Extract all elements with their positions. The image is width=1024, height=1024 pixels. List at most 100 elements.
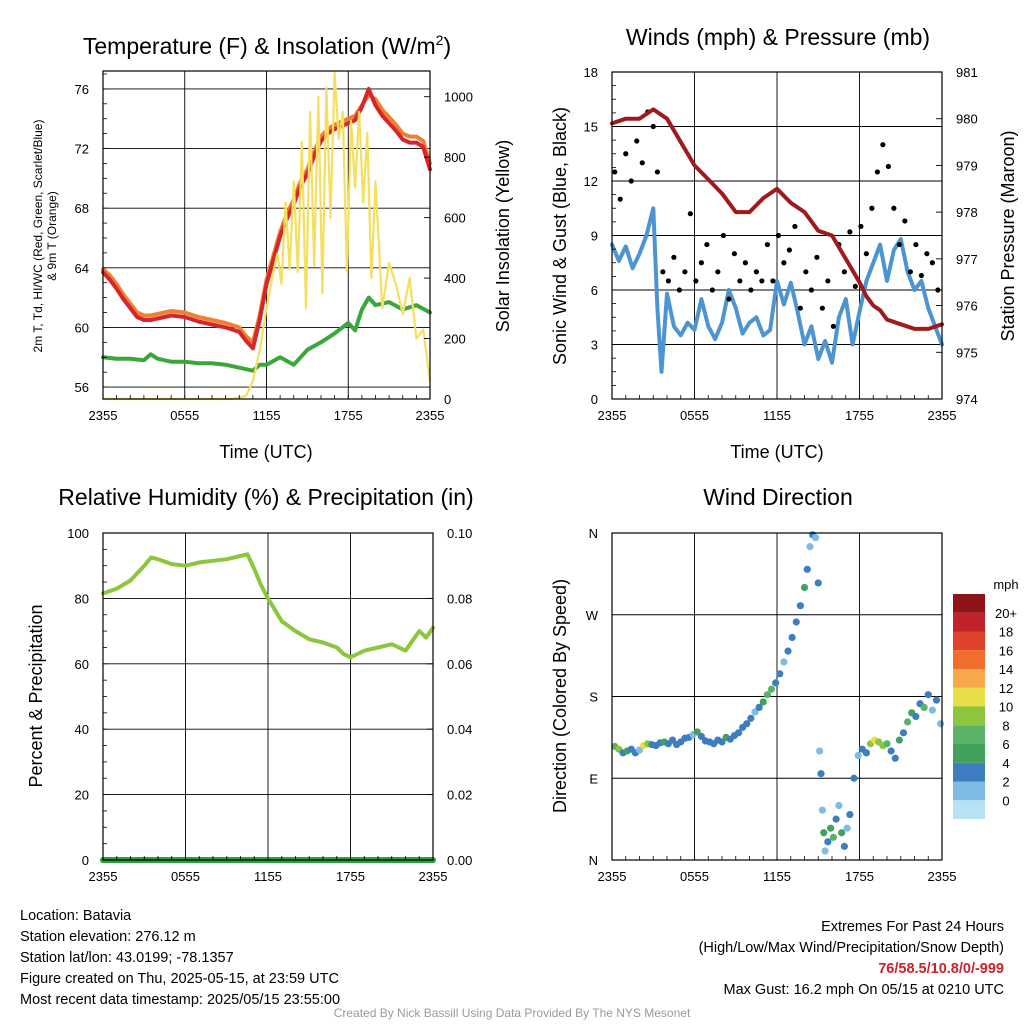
x-tick-label: 0555 <box>171 869 200 884</box>
colorbar-swatch <box>953 781 985 801</box>
gust-point <box>896 241 902 248</box>
direction-point <box>827 824 835 832</box>
direction-point <box>776 670 784 678</box>
gust-point <box>654 169 660 175</box>
gust-point <box>704 241 710 248</box>
gust-point <box>891 205 897 211</box>
direction-point <box>838 829 846 837</box>
y-right-tick-label: 0.04 <box>447 722 472 737</box>
direction-point <box>895 736 903 744</box>
pressure-ylabel: Station Pressure (Maroon) <box>998 130 1018 341</box>
gust-point <box>726 296 732 302</box>
colorbar-swatch <box>953 725 985 744</box>
direction-point <box>904 718 912 726</box>
gust-point <box>935 287 941 293</box>
direction-point <box>800 583 809 592</box>
x-tick-label: 0555 <box>680 408 709 423</box>
gust-point <box>650 123 656 130</box>
extremes-title: Extremes For Past 24 Hours <box>821 919 1004 935</box>
x-tick-label: 1755 <box>334 408 363 423</box>
direction-point <box>806 543 814 551</box>
gust-point <box>786 247 792 253</box>
x-tick-label: 1755 <box>845 408 874 423</box>
y-tick-label: 3 <box>591 338 598 353</box>
speed-colorbar: 0 2 4 6 8 10 12 14 16 18 20+ <box>953 594 1017 819</box>
direction-point <box>932 696 941 704</box>
gust-point <box>841 269 847 275</box>
temperature-ylabel-line2: & 9m T (Orange) <box>45 191 59 281</box>
direction-point <box>854 751 862 760</box>
x-tick-label: 1155 <box>763 869 791 884</box>
colorbar-label: 18 <box>999 625 1013 640</box>
x-tick-label: 2355 <box>598 408 627 423</box>
humidity-ticks: 2355 0555 1155 1755 23550204060801000.000.02… <box>67 526 472 884</box>
colorbar-swatch <box>953 706 985 726</box>
humidity-grid <box>102 532 434 861</box>
x-tick-label: 2355 <box>928 408 957 423</box>
temperature-ticks: 2355 0555 1155 1755 235556606468727602004006… <box>75 73 473 423</box>
y-right-tick-label: 0.08 <box>447 591 472 606</box>
colorbar-swatch <box>953 762 985 782</box>
y-right-tick-label: 0.06 <box>447 657 472 672</box>
direction-panel: Wind Direction 2355 0555 1155 1755 2355NESWN… <box>550 484 1019 884</box>
gust-point <box>830 323 836 329</box>
direction-point <box>924 691 932 699</box>
y-right-tick-label: 0.10 <box>447 526 472 541</box>
direction-points <box>611 531 945 855</box>
y-right-tick-label: 400 <box>444 271 466 286</box>
y-tick-label: 80 <box>75 591 89 606</box>
y-tick-label: W <box>586 608 599 623</box>
direction-point <box>818 806 826 814</box>
y-tick-label: 6 <box>591 283 598 298</box>
direction-point <box>835 801 843 810</box>
y-tick-label: 40 <box>75 722 89 737</box>
gust-point <box>929 260 935 266</box>
gust-point <box>775 232 781 239</box>
extremes-box: Extremes For Past 24 Hours (High/Low/Max… <box>699 917 1004 1001</box>
colorbar-swatch <box>953 650 985 669</box>
gust-point <box>907 269 913 275</box>
y-right-tick-label: 976 <box>956 299 978 314</box>
gust-point <box>687 211 693 217</box>
gust-point <box>797 305 803 311</box>
direction-point <box>846 810 854 819</box>
y-tick-label: 9 <box>591 229 598 244</box>
series-station-pressure <box>610 107 944 331</box>
temperature-panel: Temperature (F) & Insolation (W/m2) 2355… <box>31 32 513 462</box>
temperature-xlabel: Time (UTC) <box>219 442 312 462</box>
station-location: Location: Batavia <box>20 908 132 924</box>
direction-point <box>780 658 788 666</box>
gust-point <box>748 287 754 293</box>
y-right-tick-label: 977 <box>956 252 978 267</box>
y-tick-label: 12 <box>584 174 598 189</box>
colorbar-swatch <box>953 669 985 688</box>
max-gust: Max Gust: 16.2 mph On 05/15 at 0210 UTC <box>723 982 1004 998</box>
direction-point <box>784 647 792 655</box>
colorbar-label: 16 <box>999 643 1013 658</box>
gust-point <box>623 151 629 157</box>
direction-point <box>843 824 851 832</box>
direction-ylabel: Direction (Colored By Speed) <box>550 579 570 813</box>
gust-point <box>880 142 886 148</box>
y-right-tick-label: 200 <box>444 332 466 347</box>
humidity-title: Relative Humidity (%) & Precipitation (i… <box>58 484 473 510</box>
y-right-tick-label: 0.00 <box>447 853 472 868</box>
extremes-values: 76/58.5/10.8/0/-999 <box>878 961 1004 977</box>
x-tick-label: 0555 <box>170 408 199 423</box>
y-tick-label: S <box>589 690 598 705</box>
colorbar-label: 14 <box>999 662 1013 677</box>
colorbar-swatch <box>953 687 985 707</box>
direction-point <box>883 740 891 748</box>
gust-point <box>742 260 748 266</box>
direction-grid <box>611 532 943 861</box>
direction-point <box>796 602 804 610</box>
y-tick-label: 60 <box>75 320 89 335</box>
direction-point <box>928 706 936 714</box>
y-tick-label: E <box>589 771 598 786</box>
gust-point <box>858 223 864 230</box>
humidity-ylabel: Percent & Precipitation <box>26 604 46 787</box>
figure-created: Figure created on Thu, 2025-05-15, at 23… <box>20 971 339 987</box>
extremes-subtitle: (High/Low/Max Wind/Precipitation/Snow De… <box>698 940 1004 956</box>
x-tick-label: 1755 <box>845 869 874 884</box>
gust-point <box>634 138 640 144</box>
